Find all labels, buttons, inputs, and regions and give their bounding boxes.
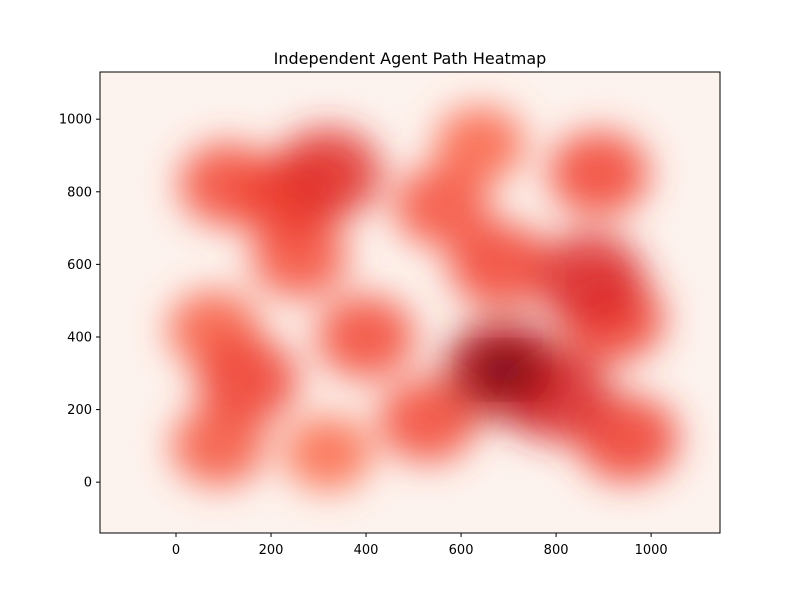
y-tick-label: 400: [67, 330, 92, 345]
x-tick-label: 800: [544, 543, 569, 558]
heat-hotspot: [449, 221, 550, 307]
y-axis: 0 200 400 600 800 1000: [59, 113, 100, 491]
y-tick-label: 800: [67, 185, 92, 200]
heat-hotspot: [534, 232, 645, 326]
x-tick-label: 600: [449, 543, 474, 558]
x-tick-label: 400: [354, 543, 379, 558]
x-axis: 0 200 400 600 800 1000: [172, 533, 668, 558]
heat-peak-core: [477, 353, 530, 386]
x-tick-label: 0: [172, 543, 180, 558]
heat-hotspot: [196, 337, 299, 424]
heat-hotspot: [171, 405, 266, 486]
heat-hotspot: [284, 415, 373, 491]
x-tick-label: 200: [259, 543, 284, 558]
heat-layer: [168, 106, 679, 491]
heat-blobs: [168, 106, 679, 491]
heat-hotspot: [548, 131, 649, 217]
y-tick-label: 1000: [59, 113, 92, 128]
heat-hotspot: [435, 106, 526, 183]
x-tick-label: 1000: [635, 543, 668, 558]
heat-hotspot: [378, 378, 477, 463]
plot-frame: [99, 71, 721, 534]
y-tick-label: 600: [67, 258, 92, 273]
y-tick-label: 0: [84, 476, 92, 491]
heat-hotspot: [317, 295, 416, 379]
chart-title: Independent Agent Path Heatmap: [274, 49, 547, 68]
heat-hotspot: [394, 165, 491, 248]
y-tick-label: 200: [67, 403, 92, 418]
heat-hotspot: [274, 127, 383, 220]
